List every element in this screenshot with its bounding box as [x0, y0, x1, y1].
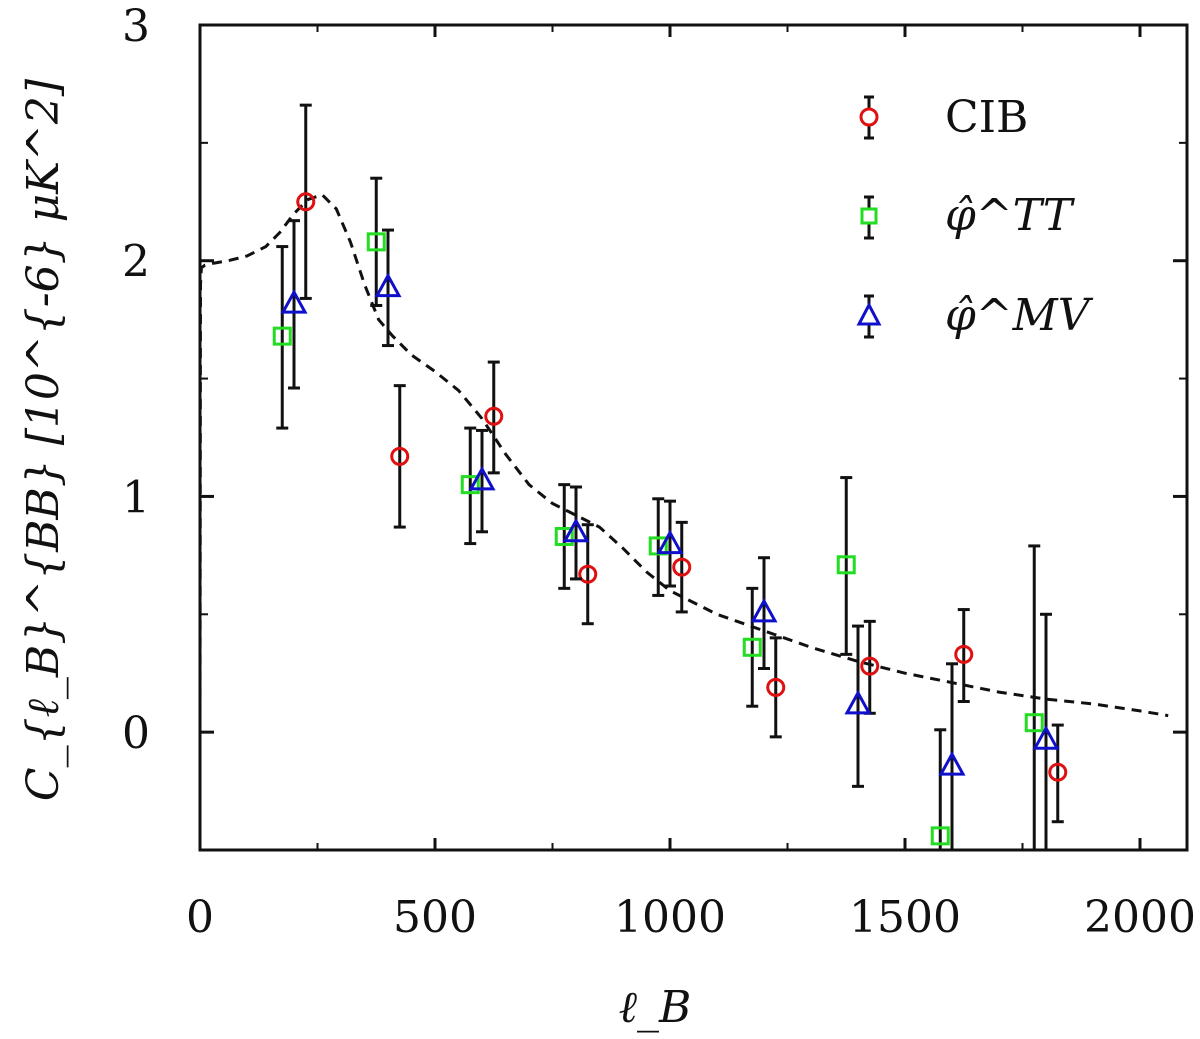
data-point-circle	[860, 656, 880, 676]
data-point-square	[460, 475, 480, 495]
series-phi-tt	[272, 176, 1044, 852]
data-point-triangle	[844, 689, 872, 715]
data-point-square	[836, 555, 856, 575]
plot-frame	[198, 23, 1189, 852]
data-point-circle	[390, 446, 410, 466]
data-point-square	[930, 826, 950, 846]
data-point-triangle	[374, 272, 402, 298]
data-point-triangle	[750, 597, 778, 623]
x-tick-label: 0	[186, 892, 214, 943]
data-point-circle	[954, 644, 974, 664]
series-cib	[296, 103, 1068, 824]
x-tick-label: 1500	[849, 892, 961, 943]
data-point-circle	[766, 677, 786, 697]
data-point-square	[272, 326, 292, 346]
data-point-triangle	[280, 289, 308, 314]
data-point-square	[1024, 713, 1044, 733]
y-tick-label: 3	[122, 1, 150, 52]
data-point-triangle	[562, 517, 590, 543]
series-phi-mv	[280, 219, 1060, 852]
legend-label-cib: CIB	[945, 92, 1028, 143]
theory-curve-group	[198, 192, 1169, 733]
data-point-square	[554, 527, 574, 546]
theory-curve	[198, 192, 1169, 733]
legend-item-cib: CIB	[859, 92, 1028, 143]
x-tick-label: 500	[393, 892, 477, 943]
x-axis-label: ℓ_B	[619, 982, 692, 1033]
legend-item-phi-mv: φ̂^MV	[856, 290, 1094, 341]
data-point-triangle	[938, 751, 966, 776]
legend-item-phi-tt: φ̂^TT	[860, 190, 1076, 241]
data-point-square	[742, 637, 762, 657]
data-point-circle	[484, 406, 504, 426]
legend-marker-phi-mv	[856, 301, 882, 326]
x-tick-label: 1000	[614, 892, 726, 943]
data-point-triangle	[656, 529, 684, 555]
y-tick-label: 2	[122, 237, 150, 288]
legend-marker-cib	[859, 107, 879, 127]
legend-label-phi-mv: φ̂^MV	[945, 290, 1094, 341]
data-point-square	[366, 232, 386, 252]
data-point-circle	[296, 192, 316, 212]
data-point-triangle	[468, 465, 496, 491]
y-tick-label: 1	[122, 472, 150, 523]
axis-ticks: 0 500 1000 1500 2000 0 1 2 3	[122, 1, 1196, 943]
y-tick-label: 0	[122, 708, 150, 759]
y-axis-label: C_{ℓ_B}^{BB} [10^{-6} μK^2]	[18, 78, 69, 801]
legend: CIB φ̂^TT φ̂^MV	[856, 92, 1094, 341]
legend-label-phi-tt: φ̂^TT	[945, 190, 1076, 241]
data-point-circle	[1048, 762, 1068, 782]
data-point-circle	[578, 564, 598, 584]
data-point-triangle	[1032, 725, 1060, 750]
data-point-circle	[672, 557, 692, 577]
data-points	[272, 103, 1068, 852]
x-tick-label: 2000	[1084, 892, 1196, 943]
legend-marker-phi-tt	[860, 207, 878, 225]
